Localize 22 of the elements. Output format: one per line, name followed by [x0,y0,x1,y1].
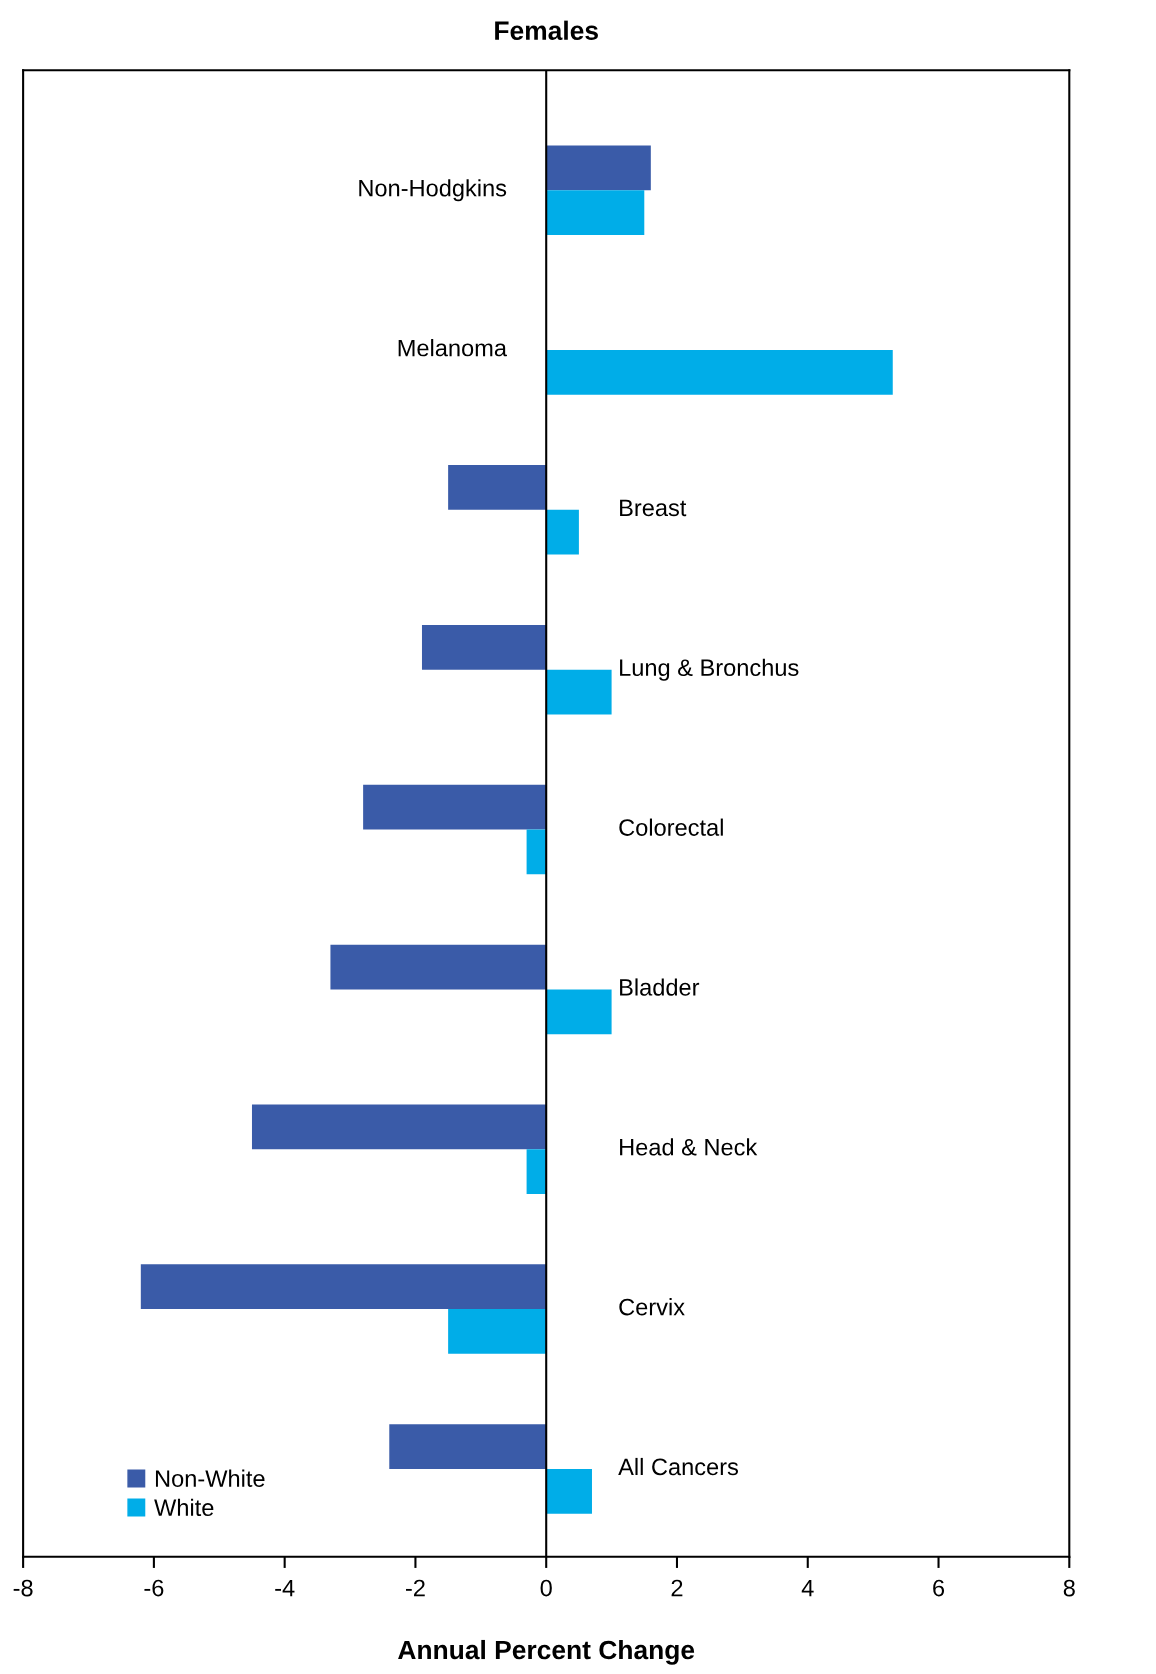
y-tick-label: Cervix [619,1298,685,1316]
y-tick-label: All Cancers [618,1457,738,1476]
chart-title: Females [495,20,598,41]
x-tick-label: 4 [801,1579,814,1597]
x-tick-label: 0 [540,1579,552,1597]
x-axis-title: Annual Percent Change [398,1639,695,1665]
x-tick-label: -2 [405,1579,425,1597]
y-tick-label: Melanoma [398,339,507,357]
x-tick-label: 2 [671,1579,683,1597]
y-tick-label: Non-Hodgkins [359,179,507,202]
y-tick-label: Colorectal [619,818,723,836]
y-tick-label: Bladder [620,978,700,996]
y-tick-label: Breast [620,499,687,517]
x-tick-label: 8 [1063,1579,1075,1597]
y-tick-label: Lung & Bronchus [620,658,799,681]
legend-label: White [154,1498,214,1517]
y-tick-label: Head & Neck [620,1138,758,1156]
x-tick-label: 6 [933,1579,945,1597]
legend-label: Non-White [155,1469,265,1487]
x-tick-label: -8 [13,1579,33,1597]
x-tick-label: -6 [144,1579,164,1597]
x-tick-label: -4 [275,1579,295,1597]
